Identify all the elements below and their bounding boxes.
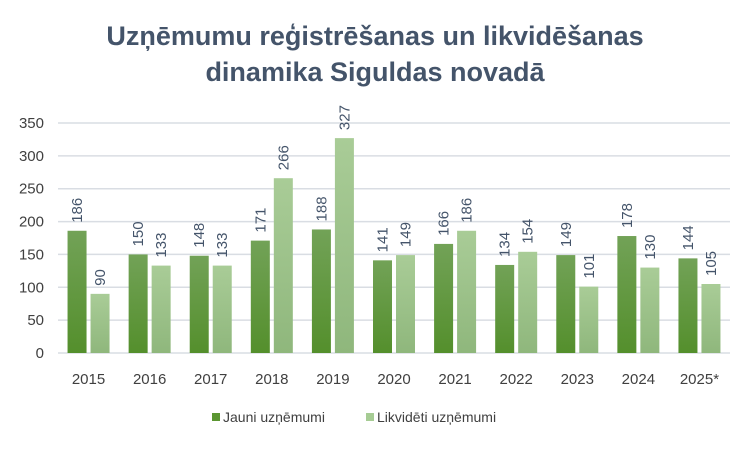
y-tick-label: 350 xyxy=(19,115,44,132)
bar-likvideti xyxy=(457,230,477,353)
data-label: 150 xyxy=(130,221,147,246)
data-label: 133 xyxy=(214,233,231,258)
data-label: 130 xyxy=(642,235,659,260)
data-label: 186 xyxy=(69,198,86,223)
y-tick-label: 200 xyxy=(19,214,44,231)
bar-likvideti xyxy=(212,265,232,353)
bar-jauni xyxy=(617,236,637,353)
legend-label: Likvidēti uzņēmumi xyxy=(377,409,496,425)
bar-likvideti xyxy=(518,251,538,353)
bar-likvideti xyxy=(334,138,354,353)
bar-jauni xyxy=(311,229,331,353)
y-tick-label: 150 xyxy=(19,246,44,263)
data-label: 171 xyxy=(252,208,269,233)
data-label: 148 xyxy=(191,223,208,248)
bar-likvideti xyxy=(151,265,171,353)
y-tick-label: 0 xyxy=(36,345,44,362)
x-tick-label: 2016 xyxy=(133,371,166,388)
x-tick-label: 2015 xyxy=(72,371,105,388)
legend-swatch xyxy=(212,413,220,421)
data-label: 327 xyxy=(336,105,353,130)
data-label: 141 xyxy=(375,227,392,252)
bar-jauni xyxy=(678,258,698,353)
y-tick-label: 100 xyxy=(19,279,44,296)
y-tick-label: 250 xyxy=(19,181,44,198)
chart-title: Uzņēmumu reģistrēšanas un likvidēšanas d… xyxy=(0,18,750,90)
bar-jauni xyxy=(556,255,576,353)
bar-jauni xyxy=(495,264,515,353)
x-tick-label: 2021 xyxy=(438,371,471,388)
chart-title-line2: dinamika Siguldas novadā xyxy=(205,57,545,87)
legend-label: Jauni uzņēmumi xyxy=(223,409,325,425)
bar-likvideti xyxy=(90,293,110,353)
x-tick-label: 2025* xyxy=(680,371,719,388)
bar-likvideti xyxy=(579,286,599,353)
y-tick-label: 300 xyxy=(19,148,44,165)
data-label: 149 xyxy=(558,222,575,247)
bar-jauni xyxy=(67,230,87,353)
data-label: 154 xyxy=(520,219,537,244)
x-tick-label: 2020 xyxy=(377,371,410,388)
y-tick-label: 50 xyxy=(27,312,44,329)
data-label: 105 xyxy=(703,251,720,276)
data-label: 188 xyxy=(313,196,330,221)
bar-jauni xyxy=(250,240,270,353)
data-label: 166 xyxy=(436,211,453,236)
x-tick-label: 2018 xyxy=(255,371,288,388)
legend-swatch xyxy=(366,413,374,421)
x-tick-label: 2022 xyxy=(499,371,532,388)
bar-likvideti xyxy=(396,255,415,353)
x-tick-label: 2017 xyxy=(194,371,227,388)
data-label: 178 xyxy=(619,203,636,228)
bar-likvideti xyxy=(273,178,293,353)
data-label: 266 xyxy=(275,145,292,170)
bar-jauni xyxy=(434,243,454,353)
data-label: 90 xyxy=(92,269,109,286)
data-label: 186 xyxy=(459,198,476,223)
bar-jauni xyxy=(373,260,392,353)
data-label: 144 xyxy=(680,225,697,250)
bar-jauni xyxy=(189,255,209,353)
data-label: 149 xyxy=(398,222,415,247)
data-label: 133 xyxy=(153,233,170,258)
data-label: 134 xyxy=(497,232,514,257)
chart-title-line1: Uzņēmumu reģistrēšanas un likvidēšanas xyxy=(106,21,644,51)
bar-jauni xyxy=(128,254,148,353)
data-label: 101 xyxy=(581,254,598,279)
x-tick-label: 2019 xyxy=(316,371,349,388)
bar-likvideti xyxy=(701,284,721,353)
x-tick-label: 2023 xyxy=(561,371,594,388)
bar-likvideti xyxy=(640,267,660,353)
x-tick-label: 2024 xyxy=(622,371,655,388)
